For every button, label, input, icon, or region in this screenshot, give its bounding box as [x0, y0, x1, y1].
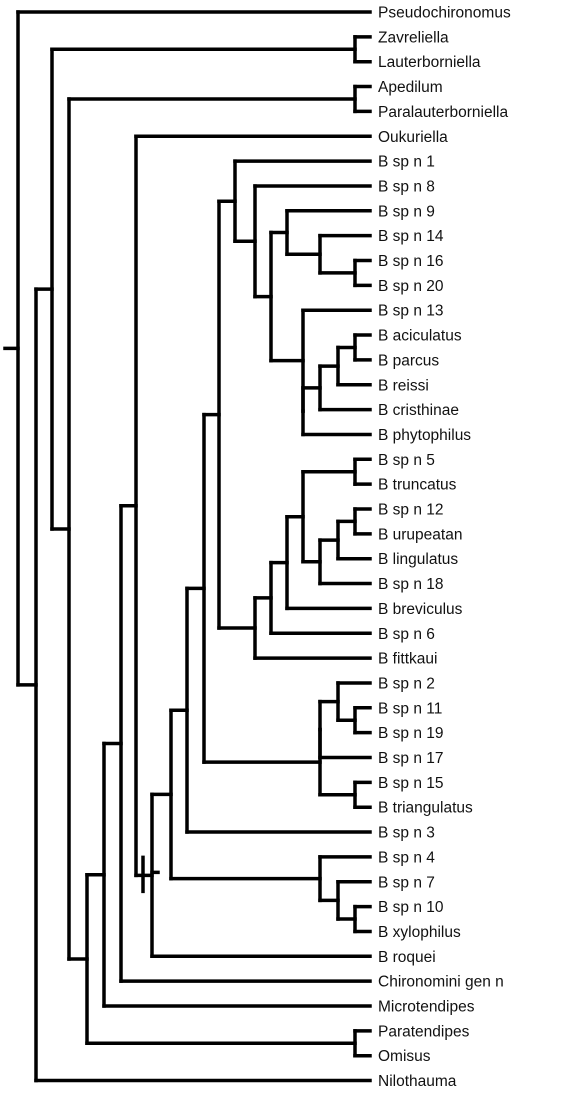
taxon-label: B sp n 11 — [378, 700, 442, 717]
taxon-label: B fittkaui — [378, 651, 437, 668]
taxon-label: B triangulatus — [378, 800, 473, 817]
taxon-label: B sp n 3 — [378, 825, 435, 842]
taxon-label: B sp n 14 — [378, 228, 444, 245]
taxon-label: Microtendipes — [378, 999, 475, 1016]
taxon-label: B breviculus — [378, 601, 463, 618]
taxon-label: Omisus — [378, 1048, 431, 1065]
taxon-label: B sp n 16 — [378, 253, 444, 270]
taxon-label: B sp n 8 — [378, 178, 435, 195]
taxon-label: Lauterborniella — [378, 54, 481, 71]
taxon-label: Nilothauma — [378, 1073, 457, 1090]
taxon-label: B sp n 5 — [378, 452, 435, 469]
taxon-label: B aciculatus — [378, 328, 462, 345]
taxon-label: B sp n 2 — [378, 675, 435, 692]
taxon-label: B sp n 4 — [378, 849, 435, 866]
taxon-label: B lingulatus — [378, 551, 458, 568]
taxon-label: Oukuriella — [378, 129, 448, 146]
taxon-label: B xylophilus — [378, 924, 461, 941]
taxon-label: B sp n 15 — [378, 775, 444, 792]
tree-branches — [3, 10, 372, 1083]
taxon-label: B reissi — [378, 377, 429, 394]
taxon-label: B roquei — [378, 949, 436, 966]
taxon-label: Pseudochironomus — [378, 5, 511, 22]
taxon-label: B sp n 1 — [378, 154, 435, 171]
taxon-label: Zavreliella — [378, 29, 449, 46]
taxon-label: B sp n 19 — [378, 725, 444, 742]
taxon-label: B sp n 13 — [378, 303, 444, 320]
taxon-label: B sp n 18 — [378, 576, 444, 593]
taxon-label: B sp n 20 — [378, 278, 444, 295]
taxon-label: B sp n 6 — [378, 626, 435, 643]
taxon-label: B sp n 7 — [378, 874, 435, 891]
taxon-label: B cristhinae — [378, 402, 459, 419]
taxon-label: B parcus — [378, 352, 439, 369]
taxon-label: Apedilum — [378, 79, 443, 96]
taxon-label: B phytophilus — [378, 427, 471, 444]
taxon-label: Paratendipes — [378, 1023, 470, 1040]
taxon-label: B sp n 12 — [378, 502, 444, 519]
taxon-label: B urupeatan — [378, 526, 462, 543]
taxon-label: B truncatus — [378, 477, 457, 494]
taxon-label: B sp n 17 — [378, 750, 444, 767]
taxon-label: B sp n 10 — [378, 899, 444, 916]
taxon-label: B sp n 9 — [378, 203, 435, 220]
taxon-label: Paralauterborniella — [378, 104, 508, 121]
taxon-label: Chironomini gen n — [378, 974, 504, 991]
taxon-labels: Pseudochironomus Zavreliella Lauterborniel… — [378, 5, 511, 1091]
